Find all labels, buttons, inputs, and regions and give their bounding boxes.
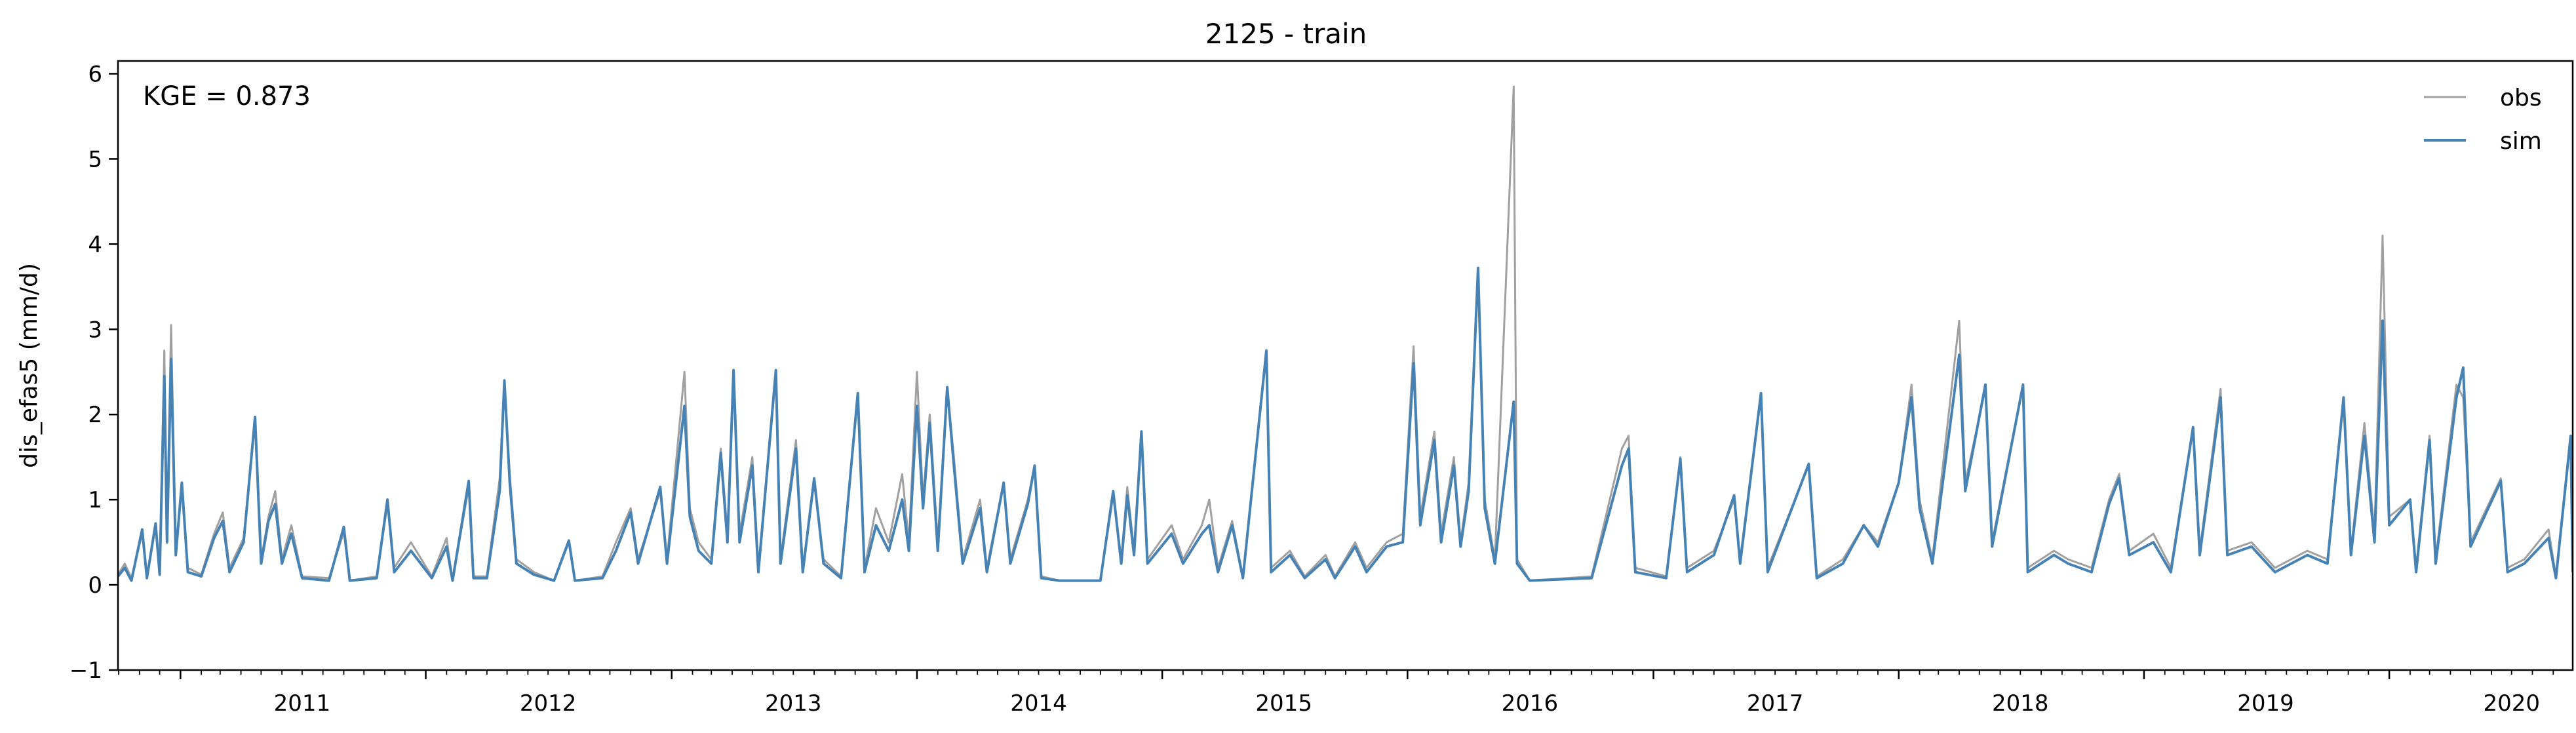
y-tick-label: 6 [88, 61, 102, 87]
series-group [118, 85, 2573, 582]
x-tick-label: 2016 [1502, 690, 1559, 717]
y-tick-label: 0 [88, 572, 102, 599]
x-tick-label: 2020 [2483, 690, 2540, 717]
y-tick-label: −1 [69, 658, 102, 684]
x-axis: 2011 2012 2013 2014 2015 2016 2017 2018 2019 2020 [118, 670, 2554, 717]
chart-title: 2125 - train [1205, 18, 1367, 50]
series-line-sim [118, 266, 2573, 582]
y-axis: −1 0 1 2 3 4 5 6 [69, 61, 118, 684]
kge-annotation: KGE = 0.873 [143, 81, 311, 111]
x-tick-label: 2019 [2237, 690, 2294, 717]
x-tick-label: 2017 [1747, 690, 1804, 717]
legend-label-obs: obs [2500, 85, 2542, 111]
x-tick-label: 2011 [274, 690, 331, 717]
x-tick-label: 2015 [1255, 690, 1312, 717]
x-tick-label: 2012 [520, 690, 577, 717]
y-tick-label: 2 [88, 402, 102, 428]
y-tick-label: 3 [88, 317, 102, 343]
y-tick-label: 4 [88, 231, 102, 258]
x-tick-label: 2018 [1992, 690, 2049, 717]
legend: obs sim [2424, 85, 2542, 155]
x-tick-label: 2014 [1010, 690, 1067, 717]
y-tick-label: 1 [88, 487, 102, 513]
x-tick-label: 2013 [765, 690, 822, 717]
legend-label-sim: sim [2500, 128, 2542, 155]
y-axis-title: dis_efas5 (mm/d) [16, 263, 43, 468]
y-tick-label: 5 [88, 146, 102, 172]
